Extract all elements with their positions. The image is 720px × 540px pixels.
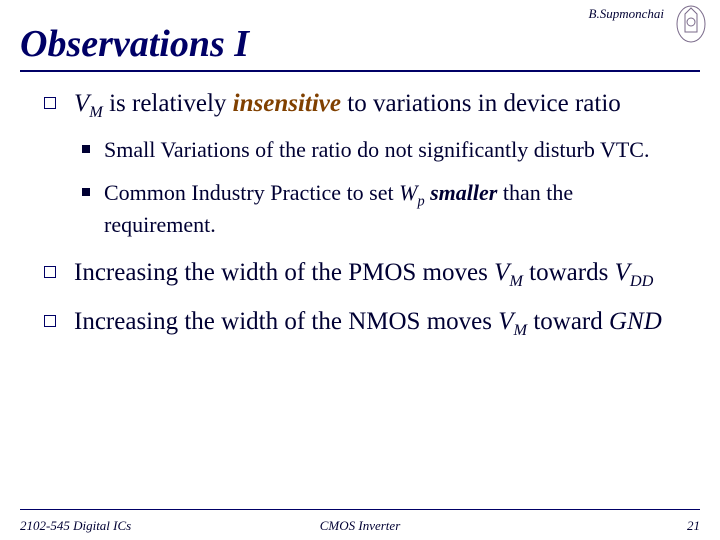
solid-square-icon — [82, 145, 90, 153]
slide-title: Observations I — [20, 22, 700, 68]
square-bullet-icon — [44, 266, 56, 278]
vm-m: M — [89, 103, 103, 121]
vdd-v: V — [615, 259, 630, 286]
footer: 2102-545 Digital ICs CMOS Inverter 21 — [20, 518, 700, 534]
vm-m: M — [514, 321, 528, 339]
sub-bullet-1-text: Small Variations of the ratio do not sig… — [104, 136, 649, 165]
author-label: B.Supmonchai — [589, 6, 664, 22]
footer-page-number: 21 — [687, 518, 700, 534]
bullet-3: Increasing the width of the NMOS moves V… — [44, 306, 686, 340]
sub-bullet-2: Common Industry Practice to set Wp small… — [82, 179, 686, 240]
emph-insensitive: insensitive — [233, 90, 341, 117]
footer-left: 2102-545 Digital ICs — [20, 518, 131, 534]
university-logo-icon — [674, 4, 708, 44]
vm-v: V — [74, 90, 89, 117]
header: B.Supmonchai Observations I — [0, 0, 720, 72]
footer-center: CMOS Inverter — [320, 518, 401, 534]
title-divider — [20, 70, 700, 72]
txt: to variations in device ratio — [341, 90, 621, 117]
txt: Increasing the width of the PMOS moves — [74, 259, 494, 286]
txt: Common Industry Practice to set — [104, 180, 399, 205]
txt: is relatively — [103, 90, 233, 117]
vm-v: V — [498, 308, 513, 335]
sub-bullet-2-text: Common Industry Practice to set Wp small… — [104, 179, 686, 240]
content-area: VM is relatively insensitive to variatio… — [0, 72, 720, 340]
bullet-2: Increasing the width of the PMOS moves V… — [44, 257, 686, 291]
vdd-dd: DD — [630, 272, 653, 290]
txt: towards — [523, 259, 615, 286]
footer-divider — [20, 509, 700, 510]
txt: Increasing the width of the NMOS moves — [74, 308, 498, 335]
bullet-1-text: VM is relatively insensitive to variatio… — [74, 88, 621, 122]
sub-bullet-1: Small Variations of the ratio do not sig… — [82, 136, 686, 165]
gnd-label: GND — [609, 308, 662, 335]
vm-m: M — [509, 272, 523, 290]
solid-square-icon — [82, 188, 90, 196]
square-bullet-icon — [44, 97, 56, 109]
bullet-1: VM is relatively insensitive to variatio… — [44, 88, 686, 122]
square-bullet-icon — [44, 315, 56, 327]
txt: toward — [527, 308, 609, 335]
vm-v: V — [494, 259, 509, 286]
bullet-2-text: Increasing the width of the PMOS moves V… — [74, 257, 653, 291]
wp-p: p — [417, 193, 424, 209]
wp-w: W — [399, 180, 417, 205]
bold-smaller: smaller — [430, 180, 497, 205]
bullet-3-text: Increasing the width of the NMOS moves V… — [74, 306, 662, 340]
